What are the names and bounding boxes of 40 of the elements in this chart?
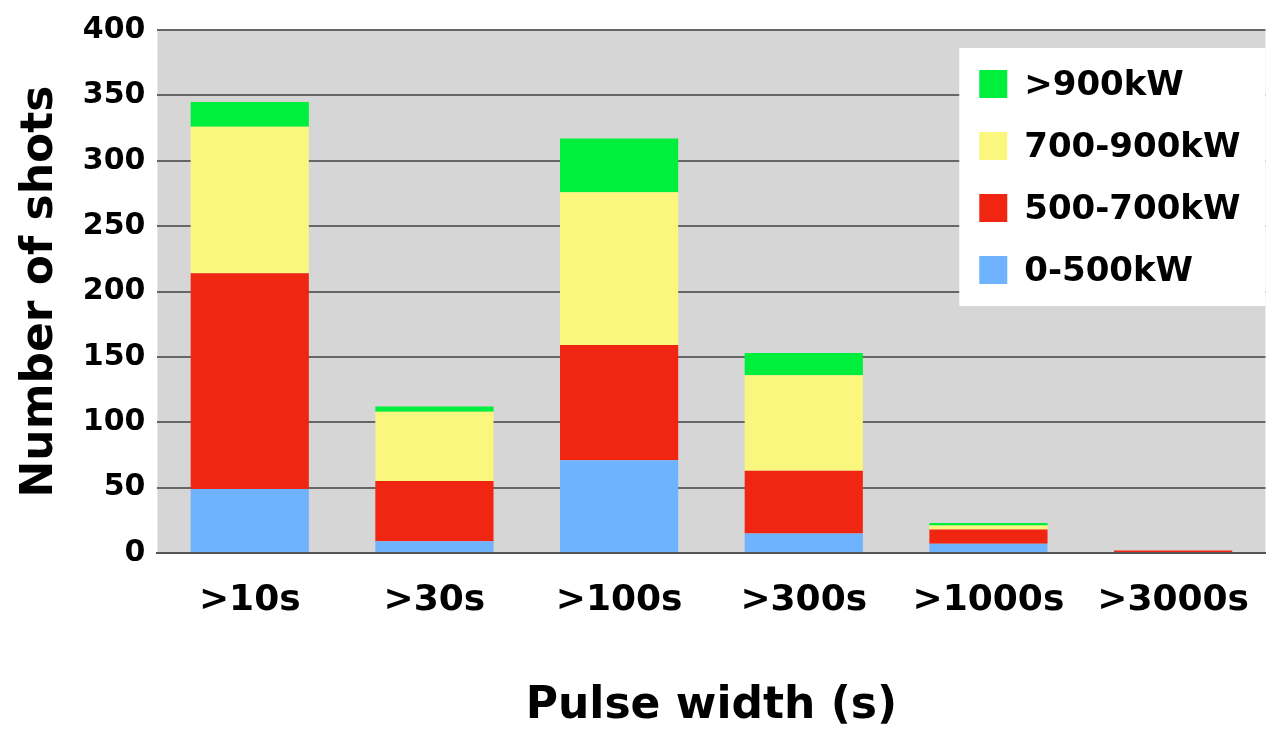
x-tick-label: >100s	[555, 576, 683, 618]
bar	[375, 481, 494, 542]
y-tick-label: 150	[82, 336, 146, 372]
x-tick-label: >1000s	[912, 576, 1065, 618]
y-tick-label: 250	[82, 205, 146, 241]
y-tick-label: 350	[82, 75, 146, 111]
bar	[929, 529, 1048, 544]
x-tick-label: >300s	[740, 576, 868, 618]
bar	[375, 411, 494, 482]
x-tick-label: >10s	[198, 576, 301, 618]
bar	[560, 192, 679, 346]
bar	[744, 470, 863, 534]
bar	[929, 543, 1048, 552]
x-tick-label: >3000s	[1097, 576, 1249, 618]
bar	[560, 138, 679, 193]
legend-label: 500-700kW	[1024, 186, 1241, 227]
legend-label: 0-500kW	[1024, 248, 1194, 289]
bar	[560, 345, 679, 461]
bar	[375, 541, 494, 552]
x-axis-title: Pulse width (s)	[525, 677, 898, 729]
y-tick-label: 300	[82, 140, 146, 176]
y-axis-title: Number of shots	[10, 85, 62, 498]
y-tick-label: 50	[103, 467, 146, 503]
bar	[190, 101, 309, 127]
y-tick-label: 200	[82, 271, 146, 307]
x-tick-label: >30s	[383, 576, 486, 618]
bar	[560, 460, 679, 552]
bar	[744, 352, 863, 376]
bar	[190, 273, 309, 489]
bar	[190, 126, 309, 274]
bar	[929, 522, 1048, 526]
legend-label: 700-900kW	[1024, 124, 1241, 165]
bar	[744, 375, 863, 471]
y-tick-label: 0	[124, 532, 146, 568]
bar	[744, 533, 863, 552]
legend-label: >900kW	[1024, 62, 1184, 103]
bar	[375, 406, 494, 412]
y-tick-label: 100	[82, 402, 146, 438]
y-tick-label: 400	[82, 9, 146, 45]
bar	[190, 488, 309, 552]
